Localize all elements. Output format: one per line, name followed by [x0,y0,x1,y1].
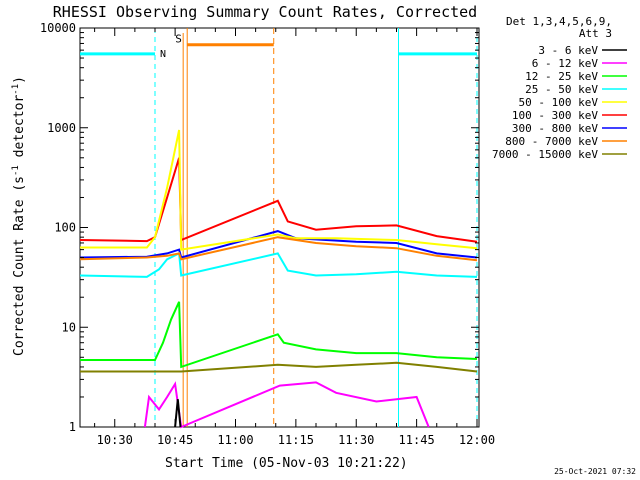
y-tick-label: 100 [54,221,76,235]
x-axis-label: Start Time (05-Nov-03 10:21:22) [165,456,408,471]
series-line-3 [79,251,478,278]
x-tick-label: 11:45 [399,433,435,447]
legend-label: 6 - 12 keV [532,57,599,70]
legend-label: 300 - 800 keV [512,122,598,135]
legend-label: 50 - 100 keV [519,96,599,109]
y-axis-label: Corrected Count Rate (s-1 detector-1) [11,76,27,356]
x-tick-label: 11:15 [278,433,314,447]
y-tick-label: 1 [69,420,76,434]
x-tick-label: 10:30 [97,433,133,447]
x-tick-label: 11:30 [338,433,374,447]
x-axis-ticks: 10:30 10:45 11:00 11:15 11:30 11:45 12:00 [94,28,495,447]
series-line-7 [79,236,478,262]
series-line-6 [79,230,478,259]
legend-label: 25 - 50 keV [525,83,598,96]
series-line-8 [80,361,478,373]
series-line-2 [80,301,478,369]
legend-label: 3 - 6 keV [538,44,598,57]
annotation-layer: NS [80,28,478,427]
y-axis-label-sup2: -1 [11,84,21,95]
series-line-0 [174,399,182,428]
night-label: N [160,49,166,60]
legend-label: 100 - 300 keV [512,109,598,122]
y-axis-label-mid: detector [12,95,27,166]
saa-label: S [175,33,182,46]
y-tick-label: 1000 [47,121,76,135]
y-axis-label-sup1: -1 [11,165,21,176]
plot-frame [79,27,480,428]
series-layer [79,129,478,429]
legend-label: 800 - 7000 keV [505,135,598,148]
x-tick-label: 11:00 [217,433,253,447]
legend-label: 7000 - 15000 keV [492,148,598,161]
y-axis-label-main: Corrected Count Rate (s [12,176,27,356]
y-axis-ticks: 1 10 100 1000 10000 [40,21,479,434]
y-tick-label: 10000 [40,21,76,35]
chart-title: RHESSI Observing Summary Count Rates, Co… [53,3,477,21]
generation-timestamp: 25-Oct-2021 07:32 [554,467,636,476]
series-line-4 [80,129,478,251]
legend-label: 12 - 25 keV [525,70,598,83]
x-tick-label: 10:45 [157,433,193,447]
x-tick-label: 12:00 [459,433,495,447]
y-axis-label-end: ) [12,76,27,84]
legend-header-attenuator: Att 3 [579,27,612,40]
series-line-1 [143,381,430,429]
series-line-5 [79,157,478,243]
legend-header-detectors: Det 1,3,4,5,6,9, [506,15,612,28]
y-tick-label: 10 [62,320,76,334]
